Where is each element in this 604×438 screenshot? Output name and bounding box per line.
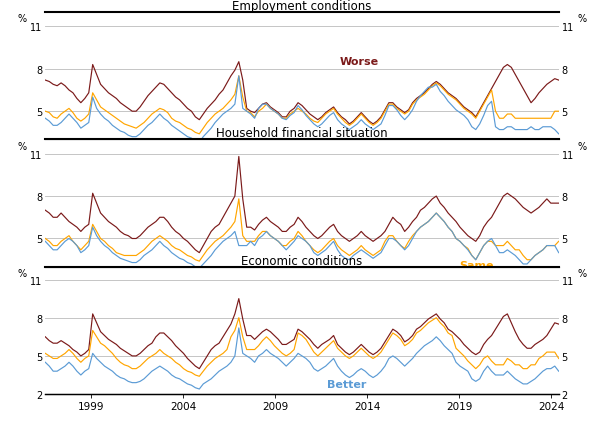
Title: Employment conditions: Employment conditions (233, 0, 371, 13)
Text: %: % (578, 268, 587, 279)
Text: Worse: Worse (339, 57, 379, 67)
Text: %: % (17, 141, 26, 152)
Title: Economic conditions: Economic conditions (242, 254, 362, 267)
Text: %: % (17, 14, 26, 25)
Title: Household financial situation: Household financial situation (216, 127, 388, 140)
Text: Same: Same (459, 260, 494, 270)
Text: Better: Better (327, 379, 366, 389)
Text: %: % (17, 268, 26, 279)
Text: %: % (578, 14, 587, 25)
Text: %: % (578, 141, 587, 152)
